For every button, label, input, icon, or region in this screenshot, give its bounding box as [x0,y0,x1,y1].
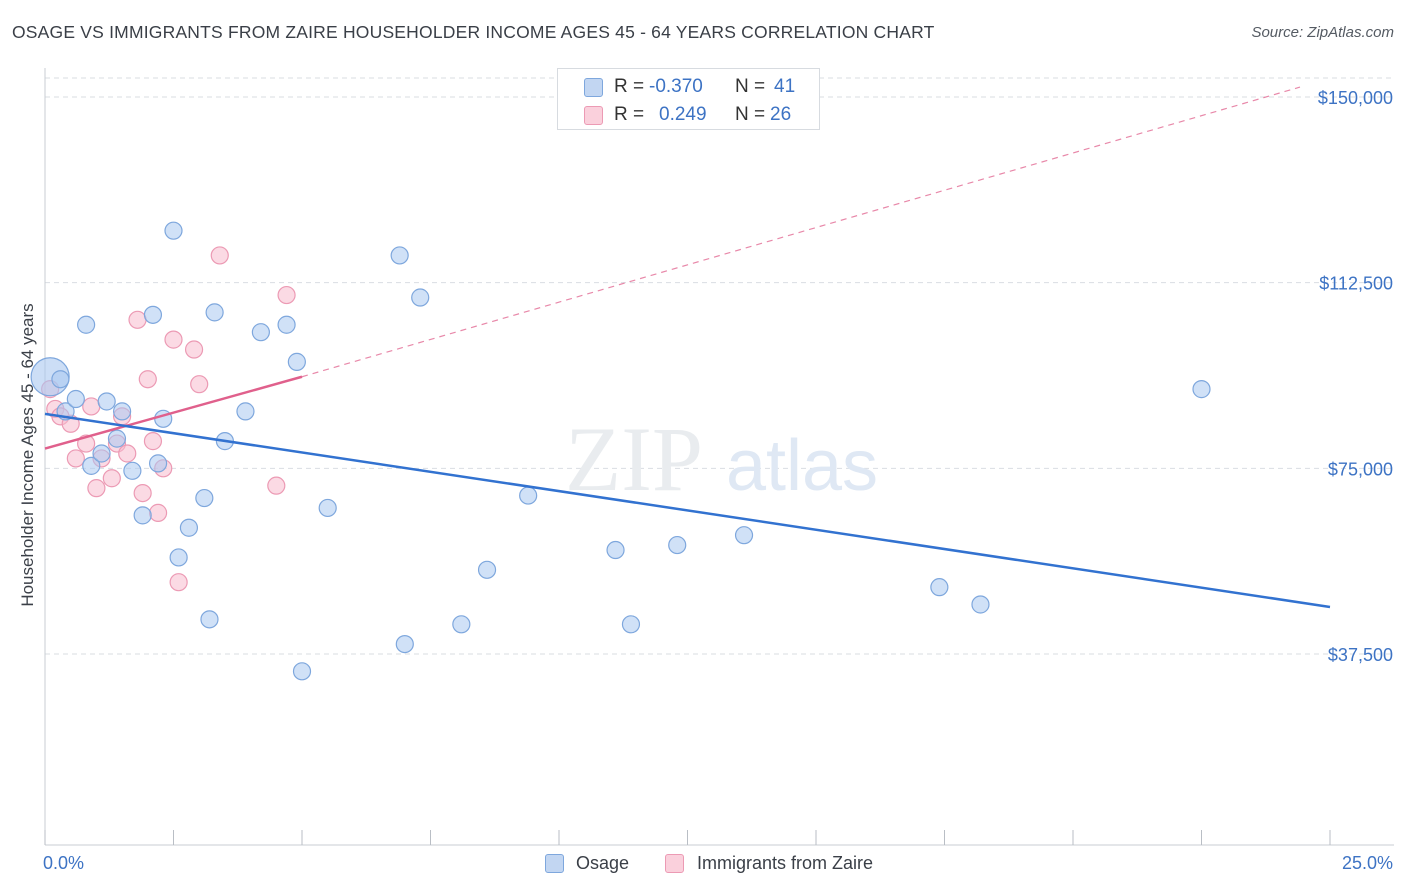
zaire-point [267,476,286,495]
y-axis-label: Householder Income Ages 45 - 64 years [18,303,37,607]
osage-point [236,402,255,421]
bottom-legend-swatch-zaire [665,854,684,873]
bottom-legend-label-zaire: Immigrants from Zaire [697,853,874,873]
osage-point [411,288,430,307]
legend-row-osage: R = -0.370 N = 41 [558,73,819,101]
legend-r-value: 0.249 [659,104,707,125]
zaire-point [118,444,137,463]
osage-point [164,221,183,240]
legend-n-label: N = [735,104,766,125]
osage-point [195,488,214,508]
legend-r-value: -0.370 [649,76,703,97]
watermark-atlas: atlas [726,426,878,506]
zaire-point [210,246,229,265]
zaire-point [148,503,168,522]
zaire-point [164,330,183,349]
zaire-trend-line [44,375,303,450]
zaire-point [102,469,121,488]
osage-point [277,315,296,334]
osage-point [734,526,754,545]
watermark: ZIP atlas [565,408,878,510]
zaire-point [66,449,85,468]
legend-n-label: N = [735,76,766,97]
osage-point [390,246,409,265]
osage-point [148,454,168,473]
chart-title: OSAGE VS IMMIGRANTS FROM ZAIRE HOUSEHOLD… [12,22,935,42]
legend-row-zaire: R = 0.249 N = 26 [558,101,819,129]
legend-n-value: 41 [774,76,796,97]
legend-n-value: 26 [770,104,792,125]
osage-point [621,615,641,634]
osage-point [169,548,188,567]
osage-point [971,595,990,614]
osage-point [143,305,163,324]
y-tick-label: $150,000 [1318,88,1393,108]
legend-swatch-osage [584,78,603,97]
zaire-point [169,573,188,592]
correlation-legend: R = -0.370 N = 41 R = 0.249 N = 26 [557,68,820,130]
bottom-legend-label-osage: Osage [576,853,630,873]
osage-point [92,444,111,463]
osage-point [51,370,70,389]
y-tick-label: $37,500 [1328,645,1393,665]
osage-point [477,560,497,579]
osage-point [251,323,270,342]
osage-point [107,429,127,448]
legend-r-label: R = [614,76,645,97]
zaire-point [143,432,163,451]
osage-point [1192,380,1211,399]
osage-point [205,303,224,322]
osage-point [668,535,687,555]
osage-point [200,610,219,629]
trend-lines [44,86,1331,609]
osage-point [179,518,199,537]
osage-point [606,540,625,560]
osage-point [97,392,116,411]
zaire-trend-extension [301,86,1301,378]
tick-labels: $37,500 $75,000 $112,500 $150,000 0.0% 25.0% [43,88,1393,873]
osage-point [395,634,414,654]
grid-layer [45,77,1394,655]
osage-point [123,461,142,480]
osage-point [318,498,337,518]
x-tick-label-min: 0.0% [43,853,84,873]
legend-r-label: R = [614,104,645,125]
x-tick-label-max: 25.0% [1342,853,1393,873]
osage-point [112,402,132,421]
zaire-point [87,479,106,498]
osage-point [292,662,312,681]
osage-point [287,352,306,371]
legend-swatch-zaire [584,106,603,125]
osage-point [66,389,85,409]
y-tick-label: $75,000 [1328,459,1393,479]
zaire-point [190,375,209,394]
series-osage-points [30,221,1211,681]
osage-point [77,315,96,334]
series-zaire-points [41,246,296,592]
osage-trend-line [44,412,1331,609]
bottom-legend-swatch-osage [545,854,564,873]
osage-point [930,578,949,597]
zaire-point [277,285,296,305]
zaire-point [82,397,101,416]
zaire-point [128,310,147,329]
y-tick-label: $112,500 [1319,274,1393,294]
zaire-point [184,340,204,359]
zaire-point [133,483,152,503]
axes-layer [44,68,1394,846]
zaire-point [138,370,157,389]
osage-point [133,506,152,525]
osage-point [82,456,101,475]
osage-point [519,486,538,505]
osage-point [452,615,471,634]
watermark-zip: ZIP [565,408,703,510]
source-credit: Source: ZipAtlas.com [1251,24,1394,41]
